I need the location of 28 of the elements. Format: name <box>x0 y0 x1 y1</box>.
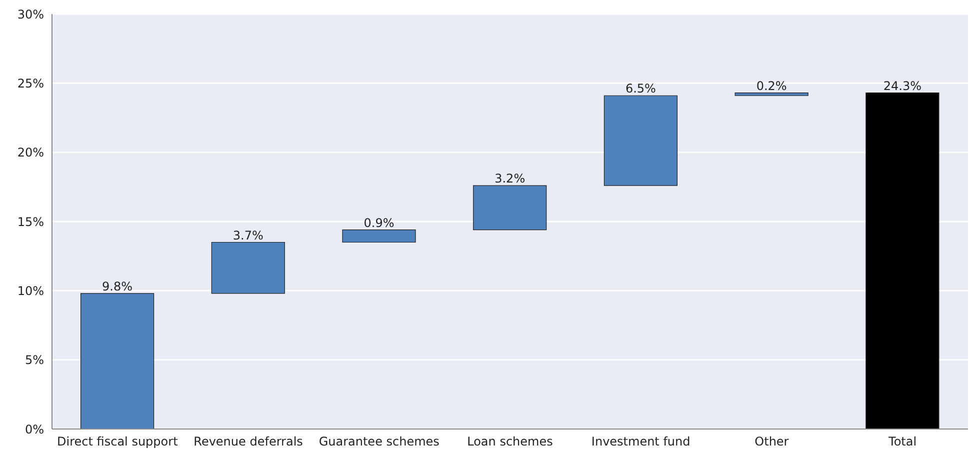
bar <box>473 185 547 230</box>
bar <box>734 92 808 96</box>
bar <box>80 293 154 429</box>
data-label: 6.5% <box>625 82 656 96</box>
y-tick-label: 30% <box>17 7 44 22</box>
data-label: 9.8% <box>102 279 133 294</box>
y-tick-label: 0% <box>24 422 44 436</box>
data-label: 3.7% <box>232 228 264 242</box>
y-tick-label: 15% <box>17 214 44 229</box>
x-tick-label: Revenue deferrals <box>194 434 303 449</box>
data-label: 0.2% <box>756 78 787 93</box>
bar <box>604 95 678 186</box>
x-tick-label: Total <box>888 434 917 449</box>
bar <box>342 230 416 243</box>
x-tick-label: Loan schemes <box>467 434 553 449</box>
y-tick-label: 10% <box>17 284 44 298</box>
x-tick-label: Guarantee schemes <box>318 434 440 449</box>
y-tick-label: 25% <box>17 76 44 90</box>
x-tick-label: Direct fiscal support <box>57 434 178 449</box>
data-label: 24.3% <box>883 78 922 93</box>
data-label: 3.2% <box>494 172 526 186</box>
data-label: 0.9% <box>364 216 394 230</box>
bar <box>866 92 940 429</box>
y-tick-label: 5% <box>24 353 44 368</box>
x-tick-label: Investment fund <box>591 434 690 449</box>
y-tick-label: 20% <box>17 146 44 160</box>
x-tick-label: Other <box>754 434 789 449</box>
bar <box>211 242 285 294</box>
